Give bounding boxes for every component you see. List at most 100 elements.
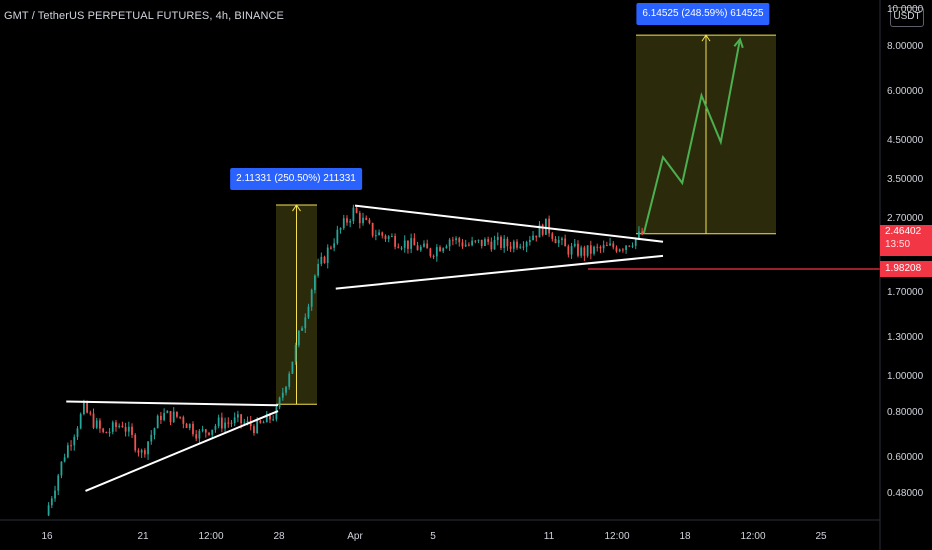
x-tick-label: 18 xyxy=(679,531,691,542)
candle-body xyxy=(204,429,207,433)
x-tick-label: 5 xyxy=(430,531,436,542)
candle-body xyxy=(253,426,255,434)
candle-body xyxy=(448,239,451,247)
candle-body xyxy=(176,411,178,417)
candle-body xyxy=(275,407,278,420)
candle-body xyxy=(57,475,60,491)
candle-body xyxy=(185,423,188,429)
candle-body xyxy=(374,235,377,237)
candle-body xyxy=(390,236,393,238)
candle-body xyxy=(70,445,72,447)
currency-button[interactable]: USDT xyxy=(890,7,924,27)
candle-body xyxy=(265,413,268,423)
candle-body xyxy=(294,345,297,362)
candle-body xyxy=(153,428,156,435)
candle-body xyxy=(118,425,121,427)
y-tick-label: 4.50000 xyxy=(887,135,924,146)
x-tick-label: 16 xyxy=(41,531,53,542)
candle-body xyxy=(105,432,108,434)
candle-body xyxy=(352,207,355,222)
candle-body xyxy=(310,289,313,307)
candle-body xyxy=(73,436,76,446)
candle-body xyxy=(140,450,143,453)
candle-body xyxy=(108,431,111,434)
candle-body xyxy=(256,420,259,434)
candle-body xyxy=(583,247,586,256)
current-price-value: 2.46402 xyxy=(885,226,922,237)
x-tick-label: 12:00 xyxy=(604,531,630,542)
candle-body xyxy=(227,422,230,424)
candle-body xyxy=(346,218,348,223)
candle-body xyxy=(516,241,518,248)
candle-body xyxy=(641,231,644,235)
candle-body xyxy=(169,411,172,423)
candle-body xyxy=(487,239,490,242)
candle-body xyxy=(163,413,166,421)
candle-body xyxy=(586,245,589,256)
candle-body xyxy=(291,361,294,374)
y-tick-label: 1.70000 xyxy=(887,287,924,298)
triangle-patterns xyxy=(66,204,664,492)
red-line-price-badge: 1.98208 xyxy=(880,261,932,277)
candle-body xyxy=(532,235,534,241)
candle-body xyxy=(432,255,435,257)
candle-body xyxy=(336,229,339,244)
candle-body xyxy=(339,228,342,230)
y-tick-label: 1.00000 xyxy=(887,371,924,382)
y-tick-label: 0.80000 xyxy=(887,407,924,418)
y-tick-label: 1.30000 xyxy=(887,332,924,343)
candle-body xyxy=(278,397,281,408)
candle-body xyxy=(137,450,140,453)
measure-label-2: 6.14525 (248.59%) 614525 xyxy=(636,3,770,25)
candle-body xyxy=(172,411,175,423)
candle-body xyxy=(602,245,605,249)
candle-body xyxy=(631,245,634,247)
candle-body xyxy=(317,263,320,276)
candle-body xyxy=(47,505,50,516)
candle-body xyxy=(618,249,621,252)
triangle-lower-line xyxy=(85,410,279,492)
candle-body xyxy=(156,415,159,429)
candle-body xyxy=(625,245,628,250)
candle-body xyxy=(143,450,146,455)
candle-body xyxy=(538,224,541,238)
y-tick-label: 10.0000 xyxy=(887,4,924,15)
candle-body xyxy=(493,240,496,250)
candle-body xyxy=(115,422,117,427)
candle-body xyxy=(596,246,599,248)
candle-body xyxy=(378,232,380,236)
candle-body xyxy=(442,248,445,252)
candle-body xyxy=(407,240,409,249)
candle-body xyxy=(503,238,506,248)
candle-body xyxy=(320,256,323,264)
candle-body xyxy=(262,422,265,424)
candle-body xyxy=(573,243,576,247)
candle-body xyxy=(333,243,336,248)
candle-body xyxy=(355,207,358,213)
measure-label-1: 2.11331 (250.50%) 211331 xyxy=(230,168,362,190)
candle-body xyxy=(349,221,352,223)
candle-body xyxy=(54,490,56,499)
candle-body xyxy=(451,239,454,241)
x-tick-label: Apr xyxy=(347,531,363,542)
candle-body xyxy=(429,248,432,256)
current-price-badge: 2.46402 13:50 xyxy=(880,225,932,256)
candle-body xyxy=(102,428,105,433)
candle-body xyxy=(599,246,602,249)
candle-body xyxy=(522,246,525,248)
candle-body xyxy=(63,457,66,462)
candle-body xyxy=(577,243,579,256)
candle-body xyxy=(60,461,63,476)
candle-body xyxy=(467,244,470,246)
candle-body xyxy=(236,414,239,418)
measure-boxes xyxy=(276,34,776,405)
candle-body xyxy=(371,222,374,236)
candle-body xyxy=(208,432,210,435)
candle-body xyxy=(474,240,477,242)
candle-body xyxy=(528,240,531,243)
candle-body xyxy=(214,425,217,430)
candle-body xyxy=(605,245,608,247)
candle-body xyxy=(243,422,246,424)
candle-body xyxy=(323,256,326,263)
